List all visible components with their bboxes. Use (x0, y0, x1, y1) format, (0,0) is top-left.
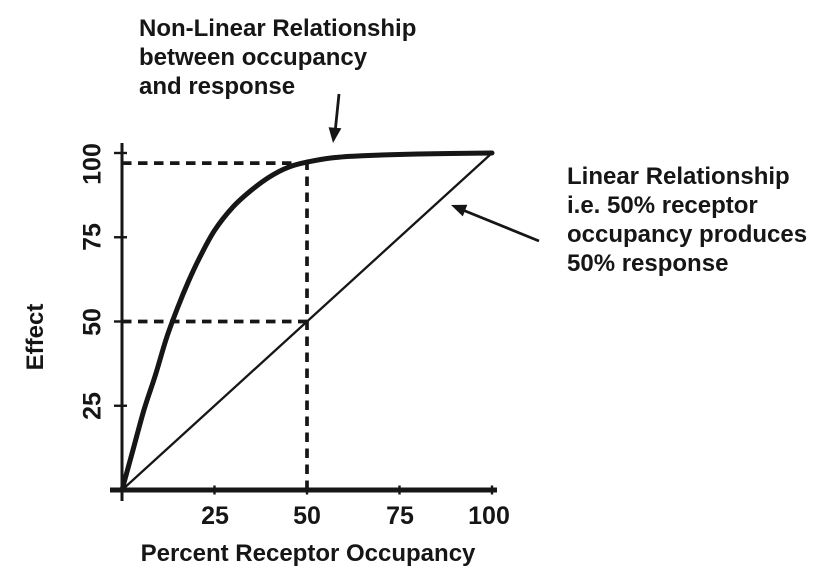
x-tick-label-100: 100 (468, 502, 510, 530)
pointer-arrow-head (451, 204, 468, 217)
x-tick-label-50: 50 (293, 502, 321, 530)
y-tick-label-50: 50 (78, 308, 107, 336)
non-linear-curve (119, 150, 495, 493)
annotation-line: Linear Relationship (567, 163, 790, 190)
annotation-line: and response (139, 73, 296, 100)
down-arrow-icon (328, 93, 342, 143)
annotation-line: Non-Linear Relationship (139, 15, 417, 42)
nonlinear-annotation: Non-Linear Relationship between occupanc… (139, 14, 416, 101)
annotation-line: i.e. 50% receptor (567, 192, 758, 219)
x-axis-title: Percent Receptor Occupancy (140, 540, 476, 567)
linear-line (120, 151, 494, 492)
y-tick-label-75: 75 (78, 223, 107, 251)
annotation-line: 50% response (567, 250, 729, 277)
x-tick-label-75: 75 (386, 502, 414, 530)
down-arrow-head (328, 127, 342, 143)
pointer-arrow-icon (451, 204, 540, 243)
series-group (119, 150, 495, 493)
x-tick-label-25: 25 (201, 502, 229, 530)
down-arrow-shaft (334, 93, 341, 129)
pointer-arrow-shaft (463, 209, 540, 243)
y-tick-label-25: 25 (78, 392, 107, 420)
y-tick-label-100: 100 (78, 143, 107, 185)
linear-annotation: Linear Relationship i.e. 50% receptor oc… (567, 162, 807, 278)
annotation-line: between occupancy (139, 44, 368, 71)
reference-lines-group (122, 159, 309, 490)
annotation-line: occupancy produces (567, 221, 808, 248)
y-axis-title: Effect (22, 303, 49, 371)
